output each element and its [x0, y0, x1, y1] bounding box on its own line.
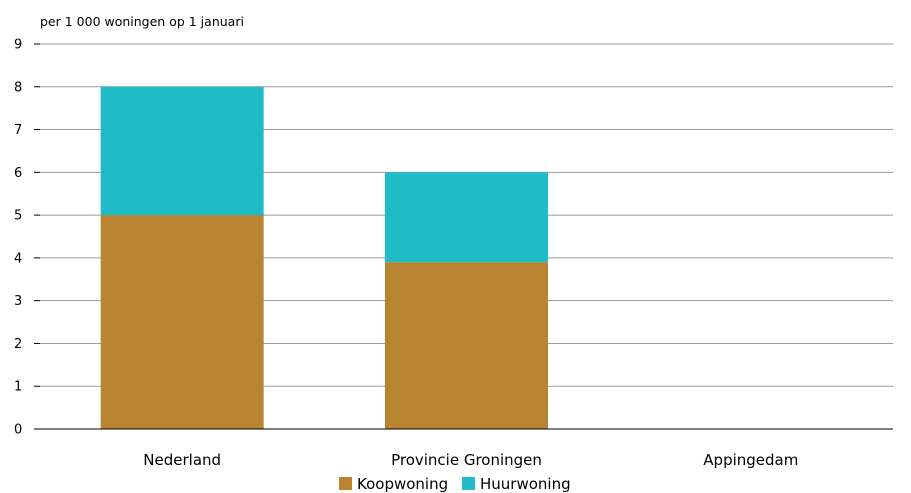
y-tick-label: 6	[14, 166, 22, 181]
y-tick-label: 0	[14, 423, 22, 438]
y-tick-label: 1	[14, 380, 22, 395]
legend: Koopwoning Huurwoning	[339, 475, 571, 493]
x-axis-categories: Nederland Provincie Groningen Appingedam	[143, 451, 798, 469]
y-tick-label: 4	[14, 251, 22, 266]
y-tick-label: 9	[14, 38, 22, 53]
category-label: Provincie Groningen	[391, 451, 542, 469]
bar-huurwoning-provincie-groningen	[385, 172, 548, 263]
chart-subtitle: per 1 000 woningen op 1 januari	[40, 14, 244, 29]
category-label: Nederland	[143, 451, 221, 469]
y-tick-label: 8	[14, 80, 22, 95]
bar-koopwoning-provincie-groningen	[385, 262, 548, 429]
bar-huurwoning-nederland	[100, 86, 264, 216]
bars	[100, 86, 548, 429]
y-tick-label: 3	[14, 294, 22, 309]
legend-label-koopwoning: Koopwoning	[357, 475, 448, 493]
legend-swatch-huurwoning	[462, 477, 475, 490]
y-tick-label: 5	[14, 209, 22, 224]
legend-swatch-koopwoning	[339, 477, 352, 490]
y-tick-label: 7	[14, 123, 22, 138]
y-axis-ticks: 0 1 2 3 4 5 6 7 8 9	[14, 38, 40, 438]
legend-label-huurwoning: Huurwoning	[480, 475, 571, 493]
y-tick-label: 2	[14, 337, 22, 352]
bar-koopwoning-nederland	[100, 215, 264, 429]
category-label: Appingedam	[703, 451, 798, 469]
